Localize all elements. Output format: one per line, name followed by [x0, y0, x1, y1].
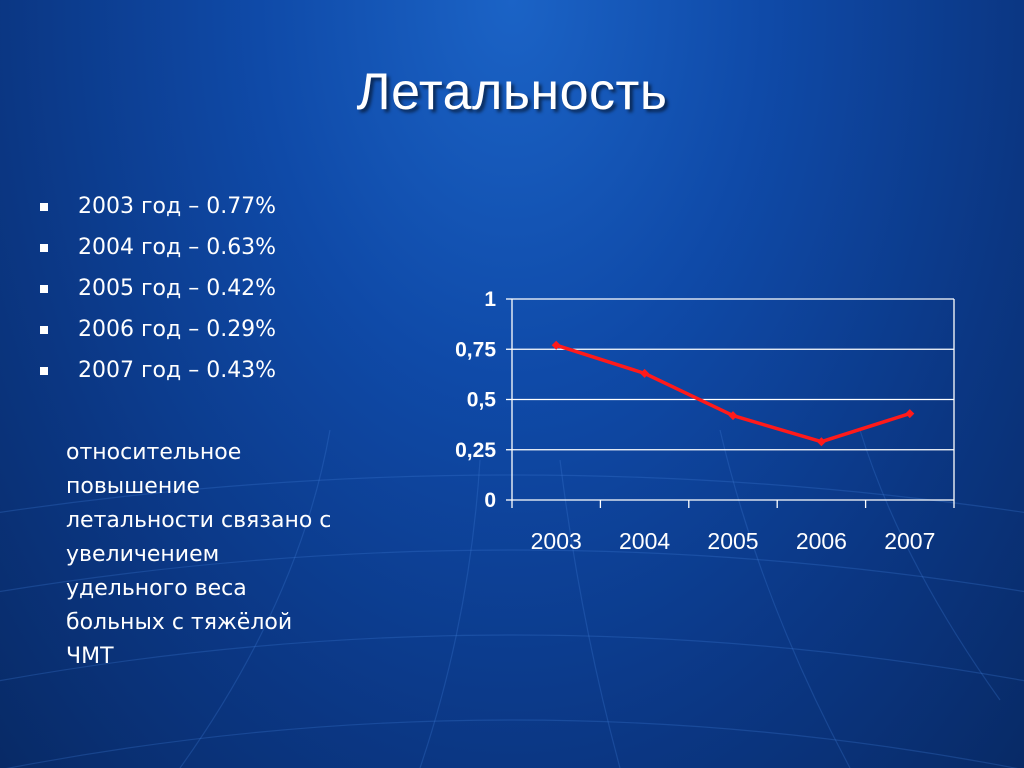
data-point — [728, 411, 738, 421]
bullet-text: 2004 год – 0.63% — [78, 235, 277, 260]
x-tick-label: 2007 — [884, 528, 935, 554]
data-point — [640, 368, 650, 378]
bullet-square-icon — [40, 244, 48, 252]
bullet-square-icon — [40, 203, 48, 211]
y-tick-label: 0,75 — [455, 338, 496, 361]
y-tick-label: 1 — [484, 288, 496, 311]
bullet-square-icon — [40, 367, 48, 375]
data-point — [816, 437, 826, 447]
y-tick-label: 0,25 — [455, 439, 496, 462]
data-point — [551, 340, 561, 350]
series-line — [555, 343, 911, 444]
bullet-text: 2007 год – 0.43% — [78, 358, 277, 383]
x-tick-label: 2006 — [796, 528, 847, 554]
bullet-item: 2007 год – 0.43% — [40, 354, 276, 395]
bullet-square-icon — [40, 326, 48, 334]
bullet-text: 2006 год – 0.29% — [78, 317, 277, 342]
x-tick-label: 2004 — [619, 528, 670, 554]
chart-series — [551, 340, 915, 447]
bullet-item: 2006 год – 0.29% — [40, 313, 276, 354]
x-tick-label: 2005 — [707, 528, 758, 554]
bullet-text: 2003 год – 0.77% — [78, 194, 277, 219]
x-tick-label: 2003 — [531, 528, 582, 554]
y-tick-label: 0 — [484, 489, 496, 512]
chart-grid — [506, 298, 955, 508]
explanation-note: относительное повышение летальности связ… — [66, 440, 332, 669]
bullet-text: 2005 год – 0.42% — [78, 276, 277, 301]
bullet-item: 2005 год – 0.42% — [40, 272, 276, 313]
data-point — [905, 409, 915, 419]
chart-labels: 0 0,25 0,5 0,75 1 2003 2004 2005 2006 2007 — [455, 288, 935, 554]
bullet-list: 2003 год – 0.77% 2004 год – 0.63% 2005 г… — [40, 190, 276, 395]
bullet-item: 2003 год – 0.77% — [40, 190, 276, 231]
bullet-square-icon — [40, 285, 48, 293]
bullet-item: 2004 год – 0.63% — [40, 231, 276, 272]
y-tick-label: 0,5 — [467, 389, 497, 412]
page-title: Летальность — [356, 63, 668, 121]
